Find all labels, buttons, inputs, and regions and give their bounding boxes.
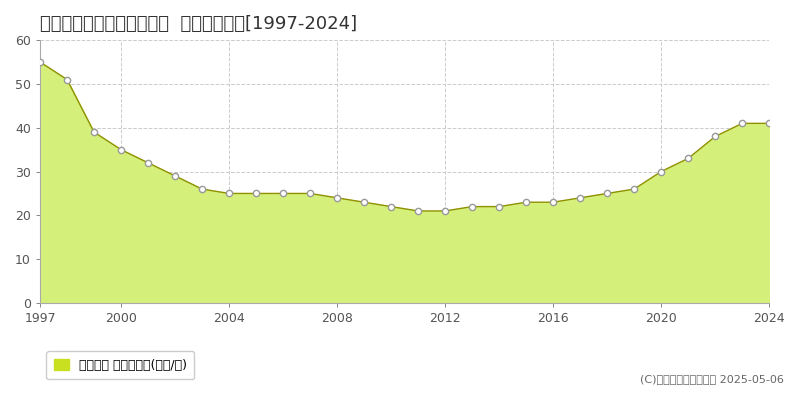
Legend: 基準地価 平均坪単価(万円/坪): 基準地価 平均坪単価(万円/坪) — [46, 351, 194, 379]
Text: (C)土地価格ドットコム 2025-05-06: (C)土地価格ドットコム 2025-05-06 — [640, 374, 784, 384]
Text: 札幌市手稲区手稲本町一条  基準地価推移[1997-2024]: 札幌市手稲区手稲本町一条 基準地価推移[1997-2024] — [40, 15, 357, 33]
